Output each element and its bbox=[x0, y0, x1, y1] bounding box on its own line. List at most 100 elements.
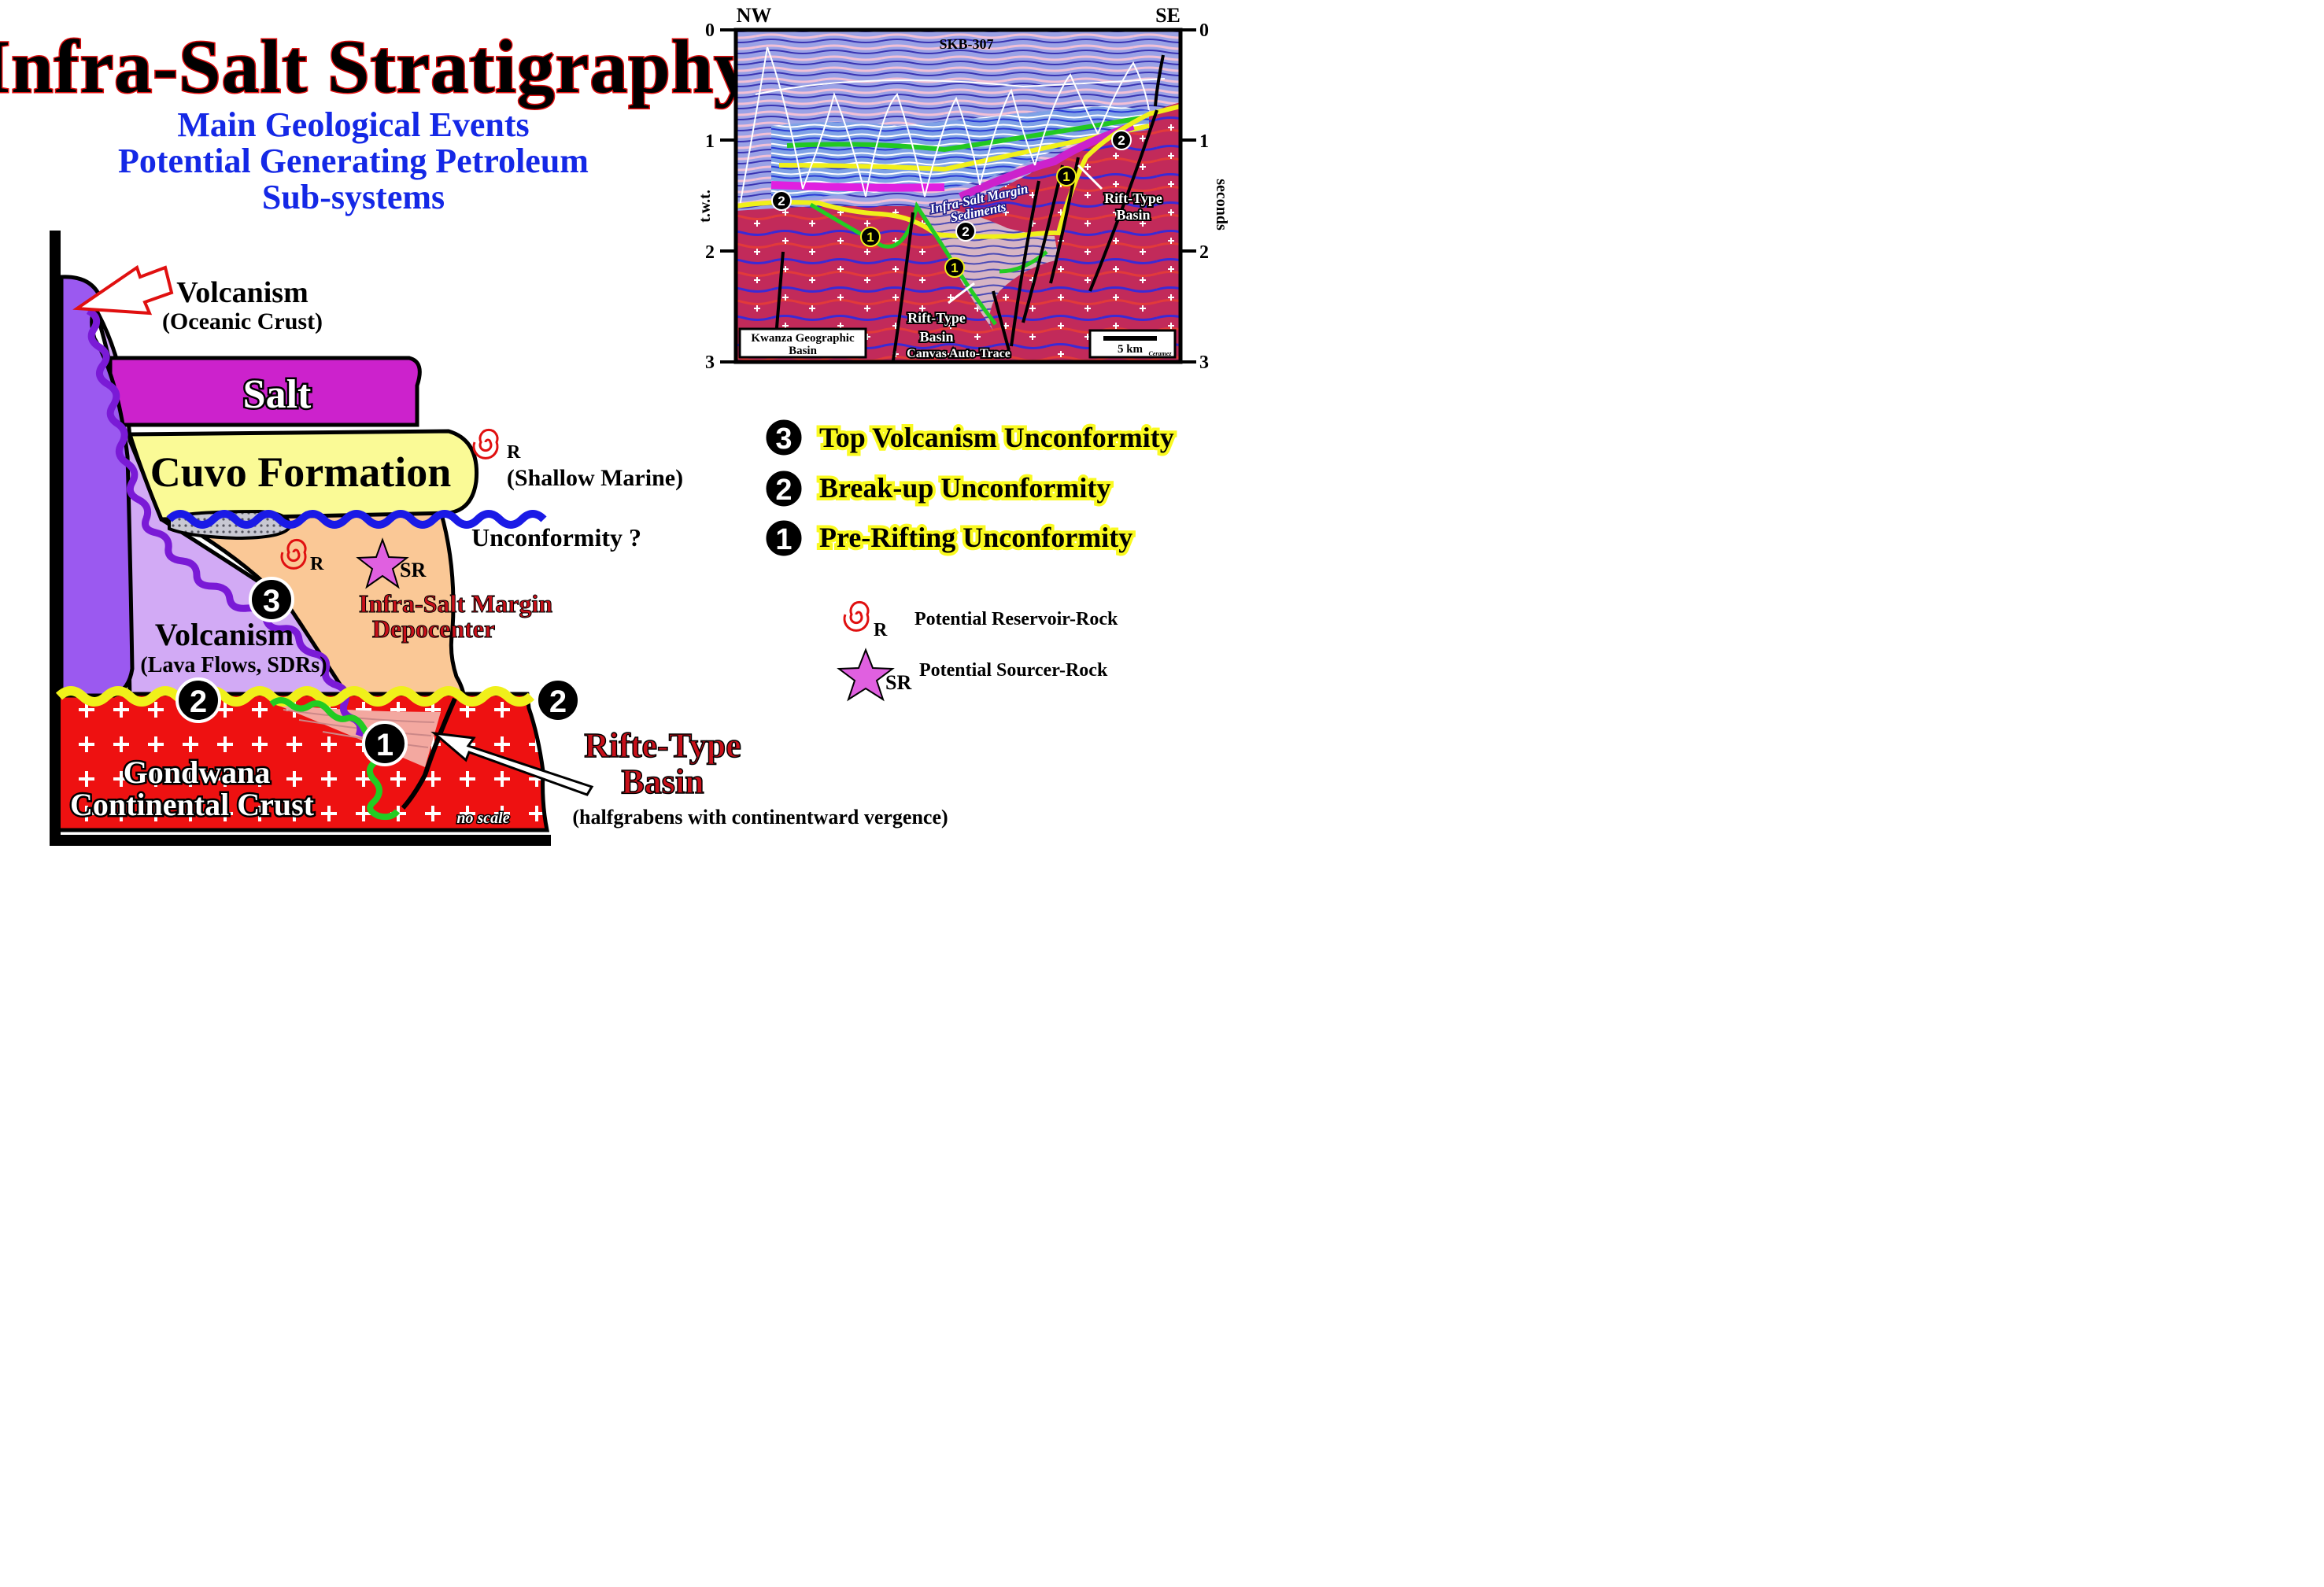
diagram-frame bbox=[50, 231, 551, 846]
source-star-icon bbox=[837, 648, 895, 702]
salt-layer bbox=[108, 356, 422, 427]
seismic-dir-se: SE bbox=[1155, 4, 1180, 27]
label-rift-1: Rifte-Type bbox=[584, 726, 741, 765]
seismic-tick-right-2: 2 bbox=[1199, 242, 1209, 263]
seismic-tick-right-0: 0 bbox=[1199, 20, 1209, 41]
volcanism-arrow bbox=[72, 264, 174, 316]
svg-text:1: 1 bbox=[866, 230, 874, 245]
seismic-marker-1b: 1 bbox=[944, 257, 965, 278]
seismic-axis-seconds: seconds bbox=[1213, 179, 1230, 231]
oceanic-volcanism bbox=[59, 275, 135, 698]
legend-unconformities: 3 Top Volcanism Unconformity 2 Break-up … bbox=[763, 417, 1177, 559]
seismic-dir-nw: NW bbox=[737, 4, 772, 27]
label-depocenter-2: Depocenter bbox=[372, 615, 495, 643]
label-no-scale: no scale bbox=[456, 810, 509, 827]
seismic-rift-right-1: Rift-Type bbox=[1104, 190, 1162, 206]
svg-text:2: 2 bbox=[190, 685, 207, 719]
legend-label-3: Top Volcanism Unconformity bbox=[819, 422, 1174, 453]
seismic-axis-twt: t.w.t. bbox=[696, 190, 714, 223]
label-depocenter-1: Infra-Salt Margin bbox=[359, 589, 552, 618]
reservoir-icon bbox=[472, 428, 499, 459]
legend-reservoir: R Potential Reservoir-Rock bbox=[843, 600, 1118, 640]
seismic-canvas: Canvas Auto-Trace bbox=[907, 347, 1011, 360]
legend-item-3: 3 Top Volcanism Unconformity bbox=[763, 417, 1177, 458]
svg-text:2: 2 bbox=[549, 685, 567, 719]
svg-text:2: 2 bbox=[775, 474, 792, 507]
seismic-location-2: Basin bbox=[789, 345, 818, 357]
label-volcanism-oceanic: Volcanism bbox=[176, 276, 309, 309]
seismic-scale-label: 5 km bbox=[1118, 343, 1144, 356]
label-salt: Salt bbox=[243, 372, 312, 417]
label-rift-2: Basin bbox=[621, 762, 704, 801]
schematic-diagram bbox=[50, 231, 594, 846]
seismic-rift-right-2: Basin bbox=[1116, 207, 1150, 223]
legend-label-1: Pre-Rifting Unconformity bbox=[819, 522, 1132, 553]
svg-text:2: 2 bbox=[778, 194, 785, 209]
legend-source: SR Potential Sourcer-Rock bbox=[837, 648, 1108, 702]
seismic-tick-left-0: 0 bbox=[705, 20, 715, 41]
svg-text:3: 3 bbox=[263, 584, 280, 618]
unconformity-3-line bbox=[86, 307, 364, 737]
seismic-tick-left-2: 2 bbox=[705, 242, 715, 263]
label-oceanic-crust: (Oceanic Crust) bbox=[162, 308, 323, 334]
legend-source-label: Potential Sourcer-Rock bbox=[919, 660, 1108, 681]
subtitle-line-3: Sub-systems bbox=[262, 178, 445, 216]
label-halfgrabens: (halfgrabens with continentward vergence… bbox=[572, 806, 948, 829]
svg-text:1: 1 bbox=[775, 523, 792, 556]
unconformity-2-line bbox=[55, 686, 535, 707]
label-lava-flows: (Lava Flows, SDRs) bbox=[140, 653, 327, 677]
svg-text:2: 2 bbox=[1118, 133, 1125, 148]
reservoir-icon bbox=[843, 600, 870, 632]
source-letters-diagram: SR bbox=[400, 559, 426, 581]
marker-3-diagram: 3 bbox=[249, 577, 294, 622]
subtitle-line-1: Main Geological Events bbox=[177, 105, 529, 144]
rift-arrow bbox=[430, 731, 594, 796]
seismic-section bbox=[720, 28, 1196, 364]
seismic-marker-1c: 1 bbox=[1056, 166, 1077, 186]
seismic-marker-2c: 2 bbox=[1111, 130, 1132, 150]
cuvo-layer bbox=[127, 429, 479, 522]
seismic-marker-2b: 2 bbox=[955, 221, 976, 242]
svg-text:1: 1 bbox=[1062, 169, 1070, 184]
label-unconformity: Unconformity ? bbox=[471, 523, 641, 552]
source-star-icon bbox=[356, 537, 409, 589]
legend-reservoir-letter: R bbox=[874, 620, 888, 640]
reservoir-icon bbox=[280, 538, 307, 570]
seismic-frame bbox=[733, 28, 1183, 364]
fault-line bbox=[401, 697, 457, 810]
label-cuvo: Cuvo Formation bbox=[150, 448, 451, 496]
label-volcanism: Volcanism bbox=[155, 617, 294, 652]
seismic-well: SKB-307 bbox=[939, 36, 993, 52]
seismic-tick-left-1: 1 bbox=[705, 131, 715, 152]
reservoir-letter-1: R bbox=[507, 442, 521, 463]
svg-text:2: 2 bbox=[962, 224, 969, 239]
seismic-rift-center-1: Rift-Type bbox=[907, 310, 966, 326]
unconformity-blue-line bbox=[166, 510, 547, 529]
label-crust-1: Gondwana bbox=[124, 755, 271, 790]
label-crust-2: Continental Crust bbox=[70, 787, 315, 822]
seismic-marker-2a: 2 bbox=[771, 190, 792, 211]
marker-2-diagram-right: 2 bbox=[535, 677, 581, 723]
main-title: Infra-Salt Stratigraphy bbox=[0, 24, 752, 109]
legend-source-letters: SR bbox=[885, 671, 911, 694]
legend-label-2: Break-up Unconformity bbox=[819, 472, 1110, 504]
svg-text:1: 1 bbox=[951, 260, 958, 275]
seismic-marker-1a: 1 bbox=[860, 227, 881, 247]
legend-item-2: 2 Break-up Unconformity bbox=[763, 468, 1114, 509]
marker-2-diagram-left: 2 bbox=[176, 677, 221, 723]
seismic-tick-right-3: 3 bbox=[1199, 352, 1209, 373]
seismic-tick-right-1: 1 bbox=[1199, 131, 1209, 152]
seismic-tick-left-3: 3 bbox=[705, 352, 715, 373]
seismic-location-box bbox=[738, 327, 867, 359]
label-shallow-marine: (Shallow Marine) bbox=[507, 465, 683, 491]
legend-item-1: 1 Pre-Rifting Unconformity bbox=[763, 518, 1136, 559]
seismic-scale-box bbox=[1088, 329, 1177, 359]
marker-1-diagram: 1 bbox=[362, 721, 408, 766]
reservoir-letter-2: R bbox=[310, 554, 324, 574]
legend-reservoir-label: Potential Reservoir-Rock bbox=[914, 609, 1118, 629]
seismic-location-1: Kwanza Geographic bbox=[751, 332, 855, 345]
svg-text:1: 1 bbox=[376, 728, 393, 762]
seismic-rift-center-2: Basin bbox=[919, 329, 953, 345]
svg-text:3: 3 bbox=[775, 423, 792, 456]
